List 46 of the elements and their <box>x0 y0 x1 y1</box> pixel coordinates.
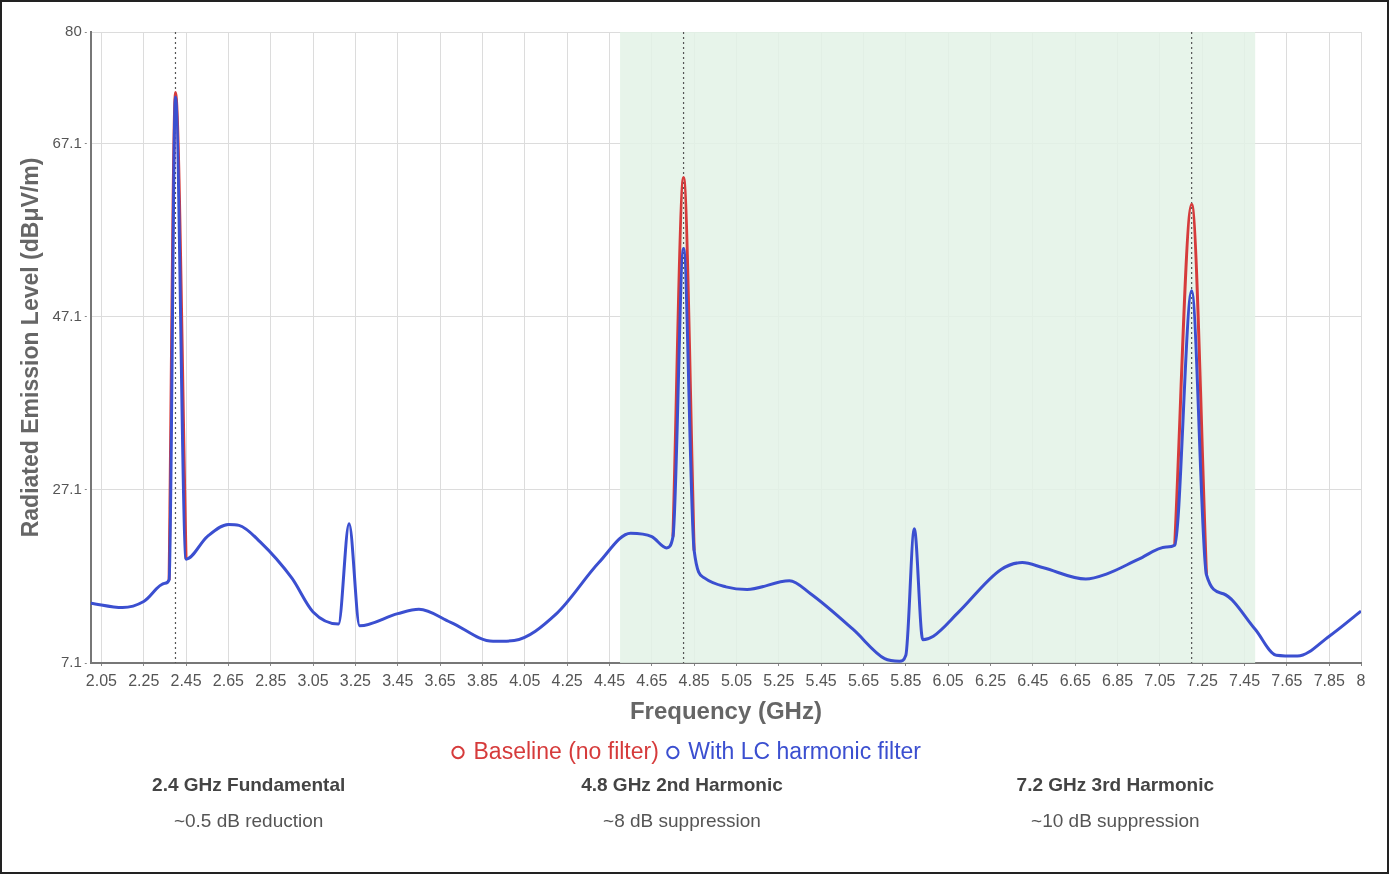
x-tick-label: 4.05 <box>509 672 541 690</box>
y-tick-label: 7.1 <box>60 653 82 671</box>
x-tick-label: 2.45 <box>170 672 202 690</box>
y-axis-title: Radiated Emission Level (dBμV/m) <box>17 157 44 538</box>
text: 7.2 GHz 3rd Harmonic <box>1015 774 1216 796</box>
x-tick-label: 2.85 <box>255 672 287 690</box>
x-tick-label: 6.85 <box>1101 672 1134 690</box>
legend-label: With LC harmonic filter <box>688 737 922 764</box>
y-tick-label: 27.1 <box>52 480 82 498</box>
x-tick-label: 5.45 <box>805 672 837 690</box>
text: ~0.5 dB reduction <box>172 810 325 832</box>
text: ~10 dB suppression <box>1030 810 1201 832</box>
x-tick-label: 3.85 <box>466 672 499 690</box>
text: 2.4 GHz Fundamental <box>151 774 347 796</box>
x-tick-label: 4.65 <box>636 672 668 690</box>
x-tick-label: 7.65 <box>1271 672 1303 690</box>
x-tick-label: 7.45 <box>1228 672 1261 690</box>
x-tick-label: 5.25 <box>763 672 795 690</box>
x-tick-label: 4.45 <box>593 672 626 690</box>
x-tick-label: 5.65 <box>847 672 880 690</box>
y-tick-label: 80 <box>65 22 82 40</box>
x-tick-label: 2.65 <box>212 672 245 690</box>
x-tick-label: 4.25 <box>551 672 583 690</box>
text: ~8 dB suppression <box>602 810 762 832</box>
x-tick-label: 2.05 <box>85 672 118 690</box>
x-tick-label: 7.05 <box>1144 672 1176 690</box>
x-tick-label: 6.65 <box>1059 672 1091 690</box>
x-tick-label: 7.25 <box>1186 672 1218 690</box>
text: 4.8 GHz 2nd Harmonic <box>580 774 784 796</box>
x-tick-label: 7.85 <box>1313 672 1345 690</box>
x-tick-label: 8 <box>1356 672 1366 690</box>
y-tick-label: 47.1 <box>52 306 82 324</box>
x-tick-label: 5.85 <box>890 672 922 690</box>
legend-label: Baseline (no filter) <box>473 737 659 764</box>
x-axis-title: Frequency (GHz) <box>629 697 822 725</box>
x-tick-label: 3.25 <box>339 672 372 690</box>
x-tick-label: 5.05 <box>720 672 753 690</box>
x-tick-label: 6.05 <box>932 672 964 690</box>
x-tick-label: 3.05 <box>297 672 329 690</box>
y-tick-label: 67.1 <box>52 133 82 151</box>
x-tick-label: 3.65 <box>424 672 456 690</box>
x-tick-label: 3.45 <box>382 672 414 690</box>
x-tick-label: 6.25 <box>974 672 1007 690</box>
x-tick-label: 4.85 <box>678 672 710 690</box>
x-tick-label: 2.25 <box>128 672 160 690</box>
x-tick-label: 6.45 <box>1017 672 1049 690</box>
